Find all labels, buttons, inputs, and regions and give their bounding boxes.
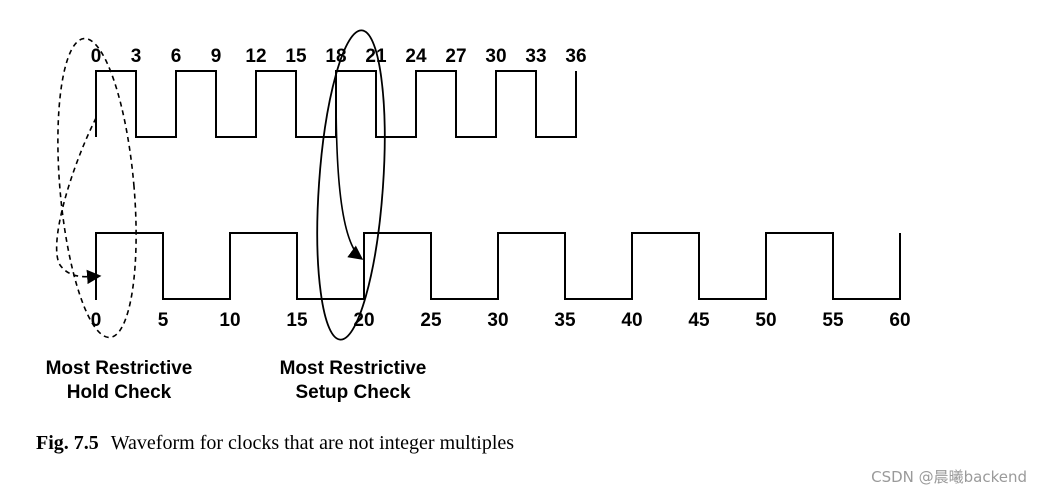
bottom-tick-label: 15	[286, 310, 308, 331]
top-tick-label: 12	[245, 46, 266, 67]
top-tick-label: 36	[565, 46, 586, 67]
setup-check-arrow	[335, 75, 364, 260]
bottom-clock-waveform	[95, 232, 901, 300]
hold-check-label-line2: Hold Check	[67, 382, 172, 403]
bottom-tick-label: 5	[158, 310, 169, 331]
top-tick-label: 3	[131, 46, 142, 67]
bottom-tick-label: 55	[822, 310, 844, 331]
bottom-tick-label: 50	[755, 310, 776, 331]
top-tick-label: 15	[285, 46, 307, 67]
hold-check-ellipse	[57, 37, 137, 339]
top-tick-label: 30	[485, 46, 506, 67]
setup-check-ellipse	[316, 29, 386, 341]
setup-check-label-line1: Most Restrictive	[280, 358, 427, 379]
top-tick-label: 0	[91, 46, 102, 67]
figure-number: Fig. 7.5	[36, 432, 99, 454]
hold-check-label-line1: Most Restrictive	[46, 358, 193, 379]
bottom-clock-tick-labels: 0 5 10 15 20 25 30 35 40 45 50 55 60	[91, 310, 911, 331]
bottom-tick-label: 60	[889, 310, 910, 331]
top-tick-label: 33	[525, 46, 546, 67]
bottom-tick-label: 35	[554, 310, 576, 331]
bottom-tick-label: 45	[688, 310, 710, 331]
hold-check-arrow	[55, 117, 102, 285]
top-clock-tick-labels: 0 3 6 9 12 15 18 21 24 27 30 33 36	[91, 46, 587, 67]
setup-check-label-line2: Setup Check	[295, 382, 411, 403]
bottom-tick-label: 0	[91, 310, 102, 331]
bottom-tick-label: 10	[219, 310, 240, 331]
top-tick-label: 6	[171, 46, 182, 67]
bottom-tick-label: 30	[487, 310, 508, 331]
top-tick-label: 18	[325, 46, 346, 67]
bottom-tick-label: 40	[621, 310, 642, 331]
figure-caption-text: Waveform for clocks that are not integer…	[110, 432, 515, 454]
top-tick-label: 24	[405, 46, 427, 67]
watermark: CSDN @晨曦backend	[871, 468, 1027, 486]
bottom-tick-label: 25	[420, 310, 442, 331]
top-tick-label: 27	[445, 46, 466, 67]
top-tick-label: 9	[211, 46, 222, 67]
figure-caption: Fig. 7.5 Waveform for clocks that are not…	[36, 432, 514, 455]
top-tick-label: 21	[365, 46, 387, 67]
